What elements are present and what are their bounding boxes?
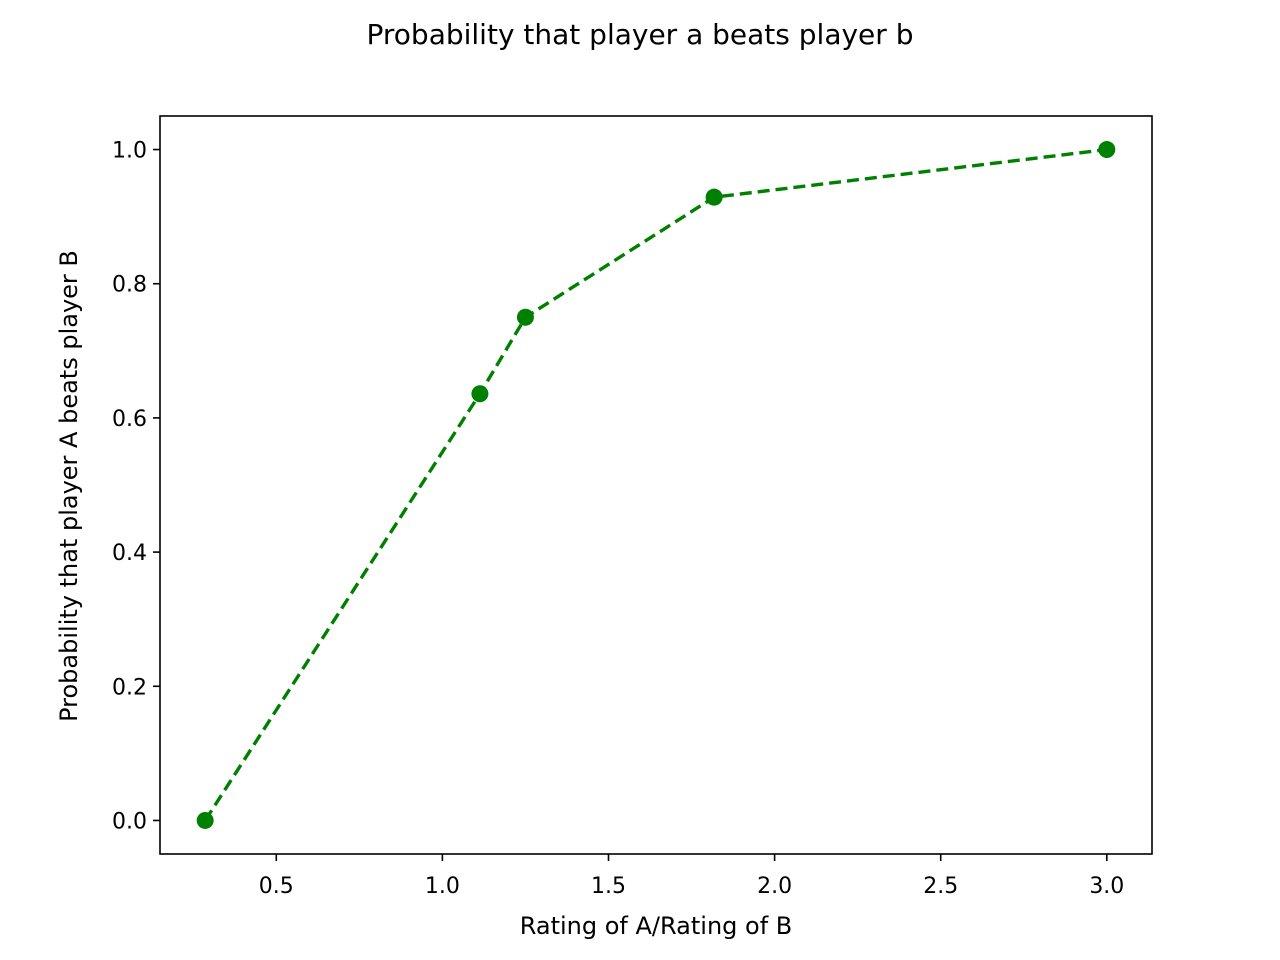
- data-point: [516, 308, 534, 326]
- series-group: [196, 141, 1116, 829]
- y-tick-label: 0.4: [112, 541, 147, 566]
- data-point: [471, 385, 489, 403]
- y-axis-label: Probability that player A beats player B: [55, 250, 83, 722]
- x-tick-label: 2.0: [757, 874, 792, 899]
- x-axis-label: Rating of A/Rating of B: [520, 912, 793, 940]
- x-tick-label: 3.0: [1089, 874, 1124, 899]
- x-tick-label: 1.5: [591, 874, 626, 899]
- axes-frame: [159, 115, 1153, 855]
- y-axis-ticks: 0.0 0.2 0.4 0.6 0.8 1.0: [112, 139, 160, 834]
- plot-area: [159, 115, 1153, 855]
- y-tick-label: 0.6: [112, 407, 147, 432]
- x-tick-label: 1.0: [425, 874, 460, 899]
- y-tick-label: 0.2: [112, 675, 147, 700]
- x-tick-label: 2.5: [923, 874, 958, 899]
- y-tick-label: 0.0: [112, 809, 147, 834]
- chart-title: Probability that player a beats player b: [367, 18, 914, 51]
- series-line: [203, 147, 1108, 822]
- x-axis-ticks: 0.5 1.0 1.5 2.0 2.5 3.0: [259, 854, 1124, 899]
- data-point: [705, 188, 723, 206]
- data-point: [1098, 141, 1116, 159]
- data-point: [196, 811, 214, 829]
- x-tick-label: 0.5: [259, 874, 294, 899]
- y-tick-label: 0.8: [112, 273, 147, 298]
- y-tick-label: 1.0: [112, 139, 147, 164]
